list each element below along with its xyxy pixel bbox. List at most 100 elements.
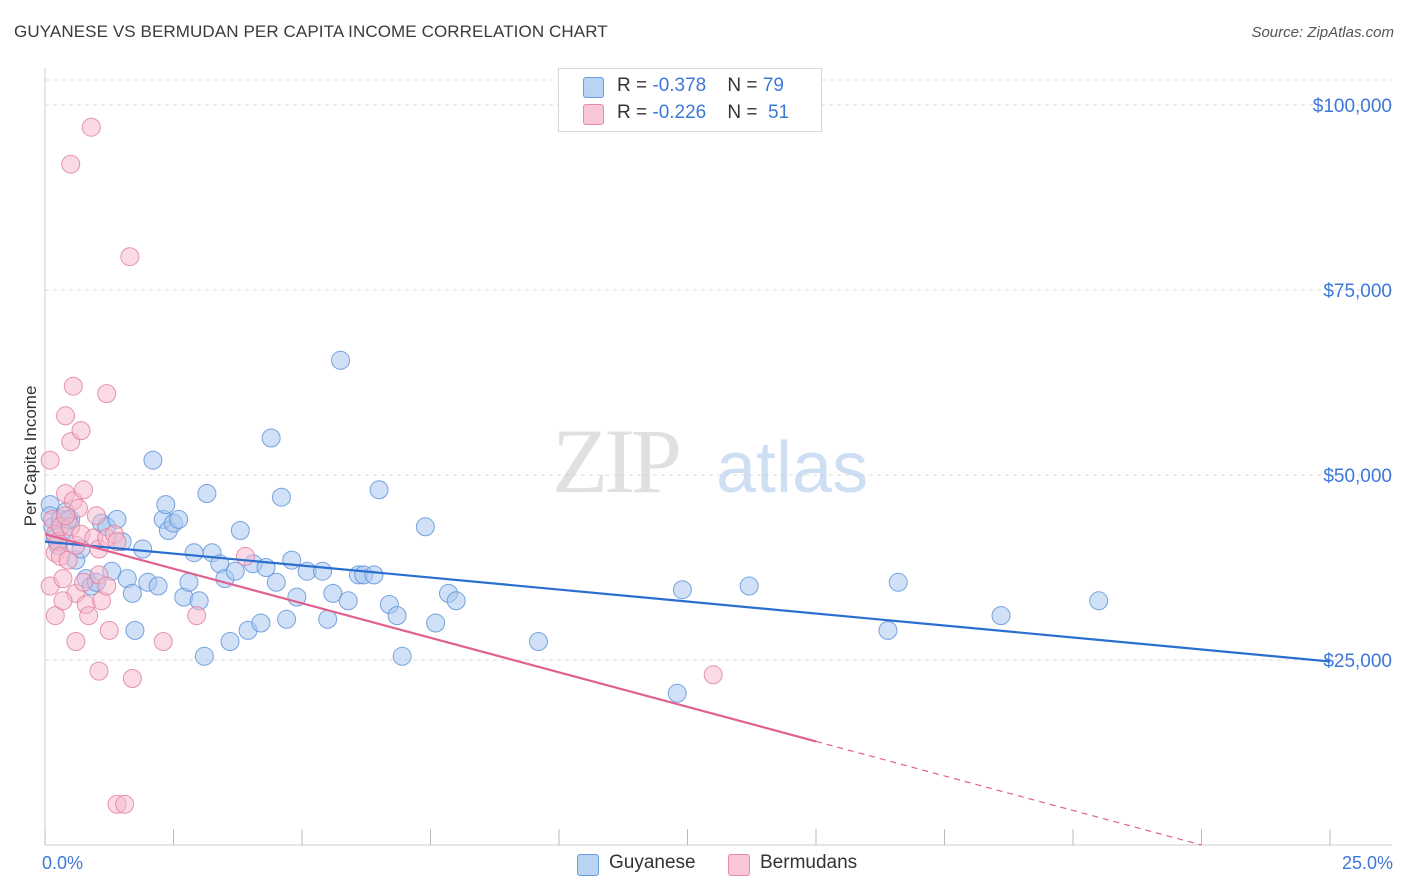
legend-n-value: 79 [762, 75, 784, 96]
legend-n-value: 51 [768, 102, 790, 123]
guyanese-points [40, 350, 1109, 703]
legend-r-value: -0.226 [652, 102, 707, 123]
bermudan-point [99, 620, 119, 640]
guyanese-point [878, 620, 898, 640]
bermudan-point [122, 669, 142, 688]
guyanese-point [1089, 591, 1109, 611]
bermudan-points [40, 117, 723, 814]
bermudan-point [56, 406, 76, 426]
guyanese-point [392, 646, 412, 666]
guyanese-point [133, 539, 153, 559]
guyanese-point [169, 509, 189, 529]
guyanese-point [667, 683, 687, 703]
series-legend: Guyanese Bermudans [0, 850, 1406, 878]
bermudan-point [53, 591, 73, 611]
bermudan-point [74, 480, 94, 500]
guyanese-point [369, 480, 389, 500]
bermudan-point [86, 506, 106, 526]
guyanese-point [672, 580, 692, 600]
source-label: Source: ZipAtlas.com [1251, 24, 1394, 41]
guyanese-point [225, 561, 245, 581]
guyanese-trend-line [44, 540, 1331, 663]
guyanese-point [888, 572, 908, 592]
guyanese-point [528, 632, 548, 651]
guyanese-point [194, 646, 214, 666]
x-tick-labels: 0.0% 25.0% [42, 853, 1393, 873]
guyanese-point [125, 620, 145, 640]
bermudan-legend-swatch [728, 854, 750, 876]
guyanese-point [991, 606, 1011, 626]
y-axis-title: Per Capita Income [21, 386, 40, 527]
guyanese-point [251, 613, 271, 633]
guyanese-point [338, 591, 358, 611]
guyanese-point [331, 350, 351, 370]
bermudan-point [97, 384, 117, 404]
legend-n-label: N = [727, 75, 763, 96]
guyanese-point [156, 495, 176, 515]
bermudan-point [58, 550, 78, 570]
guyanese-point [387, 606, 407, 626]
guyanese-point [143, 450, 163, 470]
bermudan-point [115, 794, 135, 814]
bermudan-point [56, 506, 76, 526]
bermudan-legend-label: Bermudans [760, 852, 858, 873]
bermudan-point [187, 606, 207, 626]
bermudan-point [81, 117, 101, 137]
x-tick-label: 0.0% [42, 853, 83, 873]
legend-n-label: N = [727, 102, 763, 123]
guyanese-point [282, 550, 302, 570]
guyanese-legend-label: Guyanese [609, 852, 696, 873]
bermudan-point [703, 665, 723, 685]
guyanese-point [122, 583, 142, 603]
legend-r-value: -0.378 [652, 75, 707, 96]
y-tick-labels: $25,000 $50,000 $75,000 $100,000 [1313, 96, 1392, 672]
guyanese-swatch [583, 77, 604, 98]
bermudan-point [153, 632, 173, 651]
bermudan-point [107, 532, 127, 552]
bermudan-point [45, 606, 65, 626]
chart-title: GUYANESE VS BERMUDAN PER CAPITA INCOME C… [14, 22, 608, 41]
y-tick-label: $25,000 [1323, 651, 1392, 672]
guyanese-point [271, 487, 291, 507]
bermudan-point [40, 450, 60, 470]
guyanese-point [426, 613, 446, 633]
legend-r-label: R = [617, 102, 653, 123]
legend-r-label: R = [617, 75, 653, 96]
gridlines [45, 79, 1392, 661]
bermudan-point [74, 572, 94, 592]
bermudan-point [120, 247, 140, 267]
bermudan-point [235, 546, 255, 566]
trend-lines [44, 533, 1331, 846]
bermudan-point [66, 632, 86, 651]
guyanese-point [148, 576, 168, 596]
guyanese-point [230, 521, 250, 540]
bermudan-point [53, 569, 73, 589]
guyanese-point [179, 572, 199, 592]
guyanese-point [261, 428, 281, 448]
guyanese-point [415, 517, 435, 537]
watermark: ZIP atlas [552, 410, 868, 512]
bermudan-trend-extension [815, 740, 1202, 846]
guyanese-point [313, 561, 333, 581]
guyanese-point [364, 565, 384, 585]
bermudan-point [61, 154, 81, 174]
y-tick-label: $100,000 [1313, 96, 1392, 117]
y-tick-label: $75,000 [1323, 281, 1392, 302]
guyanese-point [739, 576, 759, 596]
guyanese-point [446, 591, 466, 611]
guyanese-point [277, 609, 297, 629]
bermudan-point [97, 576, 117, 596]
bermudan-point [89, 661, 109, 681]
stats-legend: R = -0.378 N = 79 R = -0.226 N = 51 [558, 68, 822, 132]
guyanese-legend-swatch [577, 854, 599, 876]
bermudan-trend-line [44, 533, 817, 743]
bermudan-point [71, 421, 91, 441]
guyanese-point [323, 583, 343, 603]
watermark-atlas: atlas [716, 428, 868, 508]
guyanese-point [220, 632, 240, 651]
x-tick-label: 25.0% [1342, 853, 1393, 873]
bermudan-point [63, 376, 83, 396]
bermudan-swatch [583, 104, 604, 125]
bermudan-point [79, 606, 99, 626]
